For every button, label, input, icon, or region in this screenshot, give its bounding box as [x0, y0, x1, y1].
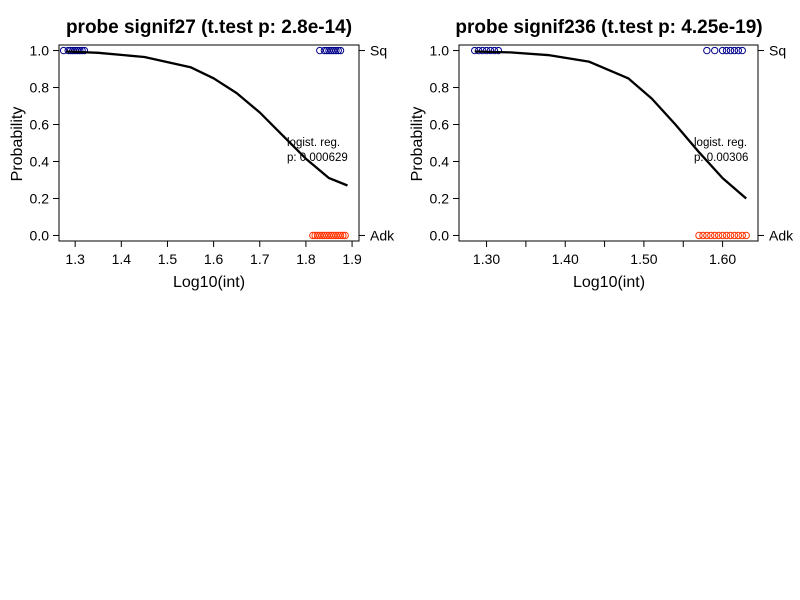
data-point-sq [78, 46, 86, 55]
data-point-sq [494, 46, 503, 55]
data-point-sq [320, 46, 329, 55]
data-point-sq [486, 46, 495, 55]
data-point-sq [329, 46, 338, 55]
data-point-sq [64, 46, 72, 55]
data-point-adk [695, 231, 703, 240]
x-tick-label: 1.3 [65, 251, 85, 267]
data-point-sq [734, 46, 743, 55]
data-point-adk [309, 231, 317, 240]
data-point-adk [320, 231, 329, 240]
annotation-line-2: p: 0.00306 [694, 152, 748, 164]
data-point-adk [316, 231, 324, 240]
x-tick-label: 1.6 [204, 251, 224, 267]
data-point-sq [80, 46, 89, 55]
y-tick-label: 0.0 [430, 227, 450, 243]
y-tick-label: 0.4 [430, 153, 450, 169]
chart-title: probe signif236 (t.test p: 4.25e-19) [455, 17, 762, 38]
data-point-sq [73, 46, 82, 55]
data-point-adk [707, 231, 715, 240]
data-point-adk [318, 231, 326, 240]
x-tick-label: 1.40 [552, 251, 579, 267]
data-point-adk [703, 231, 711, 240]
data-point-adk [325, 231, 333, 240]
annotation-line-1: logist. reg. [287, 137, 340, 149]
right-axis-label: Sq [769, 43, 786, 59]
x-axis-label: Log10(int) [573, 274, 645, 291]
data-point-adk [327, 231, 336, 240]
data-point-sq [327, 46, 336, 55]
y-tick-label: 1.0 [430, 43, 450, 59]
data-point-sq [71, 46, 79, 55]
data-point-adk [711, 231, 719, 240]
logistic-curve [65, 50, 348, 187]
data-point-adk [341, 231, 349, 240]
data-point-adk [339, 231, 347, 240]
data-point-adk [329, 231, 338, 240]
x-tick-label: 1.50 [630, 251, 657, 267]
y-tick-label: 0.8 [430, 80, 450, 96]
data-point-sq [336, 46, 345, 55]
y-tick-label: 1.0 [30, 43, 50, 59]
data-point-sq [490, 46, 499, 55]
panel-signif236: probe signif236 (t.test p: 4.25e-19) Log… [409, 17, 794, 291]
data-point-sq [332, 46, 340, 55]
data-point-sq [482, 46, 491, 55]
y-tick-label: 0.0 [30, 227, 50, 243]
data-point-sq [316, 46, 324, 55]
plot-frame [458, 44, 759, 242]
y-tick-label: 0.6 [430, 117, 450, 133]
x-tick-label: 1.9 [342, 251, 362, 267]
data-point-adk [313, 231, 322, 240]
data-point-sq [325, 46, 333, 55]
data-point-adk [738, 231, 746, 240]
data-point-sq [711, 46, 719, 55]
right-axis-label: Sq [370, 43, 387, 59]
y-axis-label: Probability [9, 107, 26, 182]
y-tick-label: 0.2 [430, 190, 450, 206]
x-tick-label: 1.5 [158, 251, 178, 267]
data-point-adk [718, 231, 727, 240]
data-point-adk [322, 231, 331, 240]
data-point-sq [76, 46, 84, 55]
data-point-adk [726, 231, 735, 240]
data-point-adk [730, 231, 739, 240]
right-axis-label: Adk [769, 227, 794, 243]
data-point-sq [718, 46, 727, 55]
y-tick-label: 0.4 [30, 153, 50, 169]
x-tick-label: 1.4 [112, 251, 132, 267]
right-axis-label: Adk [370, 227, 395, 243]
y-axis-label: Probability [409, 107, 426, 182]
y-tick-label: 0.2 [30, 190, 50, 206]
data-point-adk [311, 231, 319, 240]
data-point-sq [738, 46, 746, 55]
annotation-line-2: p: 0.000629 [287, 152, 348, 164]
data-point-adk [336, 231, 345, 240]
chart-title: probe signif27 (t.test p: 2.8e-14) [66, 17, 352, 38]
panel-signif27: probe signif27 (t.test p: 2.8e-14) Log10… [9, 17, 395, 291]
data-point-adk [334, 231, 342, 240]
data-point-adk [714, 231, 723, 240]
y-tick-label: 0.6 [30, 117, 50, 133]
data-point-adk [742, 231, 750, 240]
x-tick-label: 1.30 [473, 251, 500, 267]
x-tick-label: 1.8 [296, 251, 316, 267]
data-point-adk [332, 231, 340, 240]
x-tick-label: 1.60 [709, 251, 736, 267]
data-point-adk [734, 231, 743, 240]
plot-frame [58, 44, 360, 242]
data-point-sq [722, 46, 731, 55]
data-point-sq [322, 46, 331, 55]
data-point-sq [730, 46, 739, 55]
logistic-curve [474, 50, 747, 200]
data-point-adk [699, 231, 707, 240]
annotation-line-1: logist. reg. [694, 137, 747, 149]
data-point-adk [722, 231, 731, 240]
x-tick-label: 1.7 [250, 251, 270, 267]
x-axis-label: Log10(int) [173, 274, 245, 291]
data-point-sq [726, 46, 735, 55]
data-point-sq [703, 46, 711, 55]
data-point-sq [334, 46, 342, 55]
y-tick-label: 0.8 [30, 80, 50, 96]
